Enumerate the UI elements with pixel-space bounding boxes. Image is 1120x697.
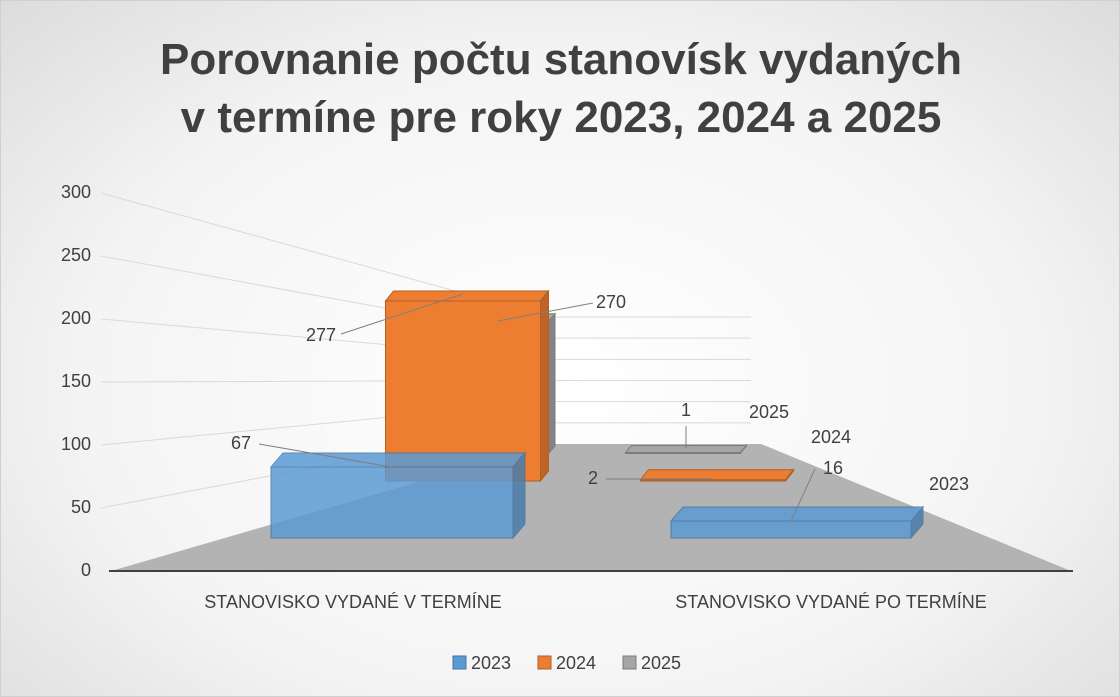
bar bbox=[639, 468, 795, 483]
data-label: 277 bbox=[306, 325, 336, 345]
y-tick-label: 100 bbox=[61, 434, 91, 454]
leader-line bbox=[258, 443, 392, 468]
x-tick-label: STANOVISKO VYDANÉ V TERMÍNE bbox=[204, 592, 501, 612]
floor bbox=[111, 444, 1071, 571]
data-label: 1 bbox=[681, 400, 691, 420]
leader-line bbox=[497, 302, 594, 322]
data-label: 270 bbox=[596, 292, 626, 312]
bar-side bbox=[512, 451, 526, 540]
x-tick-label: STANOVISKO VYDANÉ PO TERMÍNE bbox=[675, 592, 986, 612]
y-tick-label: 200 bbox=[61, 308, 91, 328]
data-label: 2 bbox=[588, 468, 598, 488]
legend-swatch bbox=[452, 655, 467, 670]
data-label: 16 bbox=[823, 458, 843, 478]
legend-swatch bbox=[537, 655, 552, 670]
bar bbox=[669, 505, 925, 540]
bar-side bbox=[910, 505, 924, 540]
bar-side bbox=[540, 289, 549, 483]
data-label: 67 bbox=[231, 433, 251, 453]
bar-top bbox=[384, 290, 550, 302]
y-tick-label: 50 bbox=[71, 497, 91, 517]
depth-label: 2023 bbox=[929, 474, 969, 494]
depth-label: 2024 bbox=[811, 427, 851, 447]
leader-line bbox=[340, 293, 464, 335]
bar bbox=[269, 451, 527, 540]
leader-line bbox=[790, 468, 816, 522]
bar bbox=[624, 444, 748, 455]
legend-label: 2024 bbox=[556, 653, 596, 673]
y-tick-label: 0 bbox=[81, 560, 91, 580]
y-tick-label: 150 bbox=[61, 371, 91, 391]
depth-label: 2025 bbox=[749, 402, 789, 422]
bar-top bbox=[639, 469, 795, 481]
bar-side bbox=[740, 444, 747, 455]
chart-title: Porovnanie počtu stanovísk vydaných v te… bbox=[159, 35, 962, 142]
bar-front bbox=[270, 466, 514, 539]
y-tick-label: 300 bbox=[61, 182, 91, 202]
bar bbox=[384, 289, 550, 483]
bar-side bbox=[548, 312, 556, 455]
legend-label: 2025 bbox=[641, 653, 681, 673]
bar-front bbox=[670, 520, 912, 539]
bar-top bbox=[269, 452, 527, 468]
y-tick-label: 250 bbox=[61, 245, 91, 265]
legend-swatch bbox=[622, 655, 637, 670]
bar-side bbox=[785, 468, 794, 483]
legend-label: 2023 bbox=[471, 653, 511, 673]
